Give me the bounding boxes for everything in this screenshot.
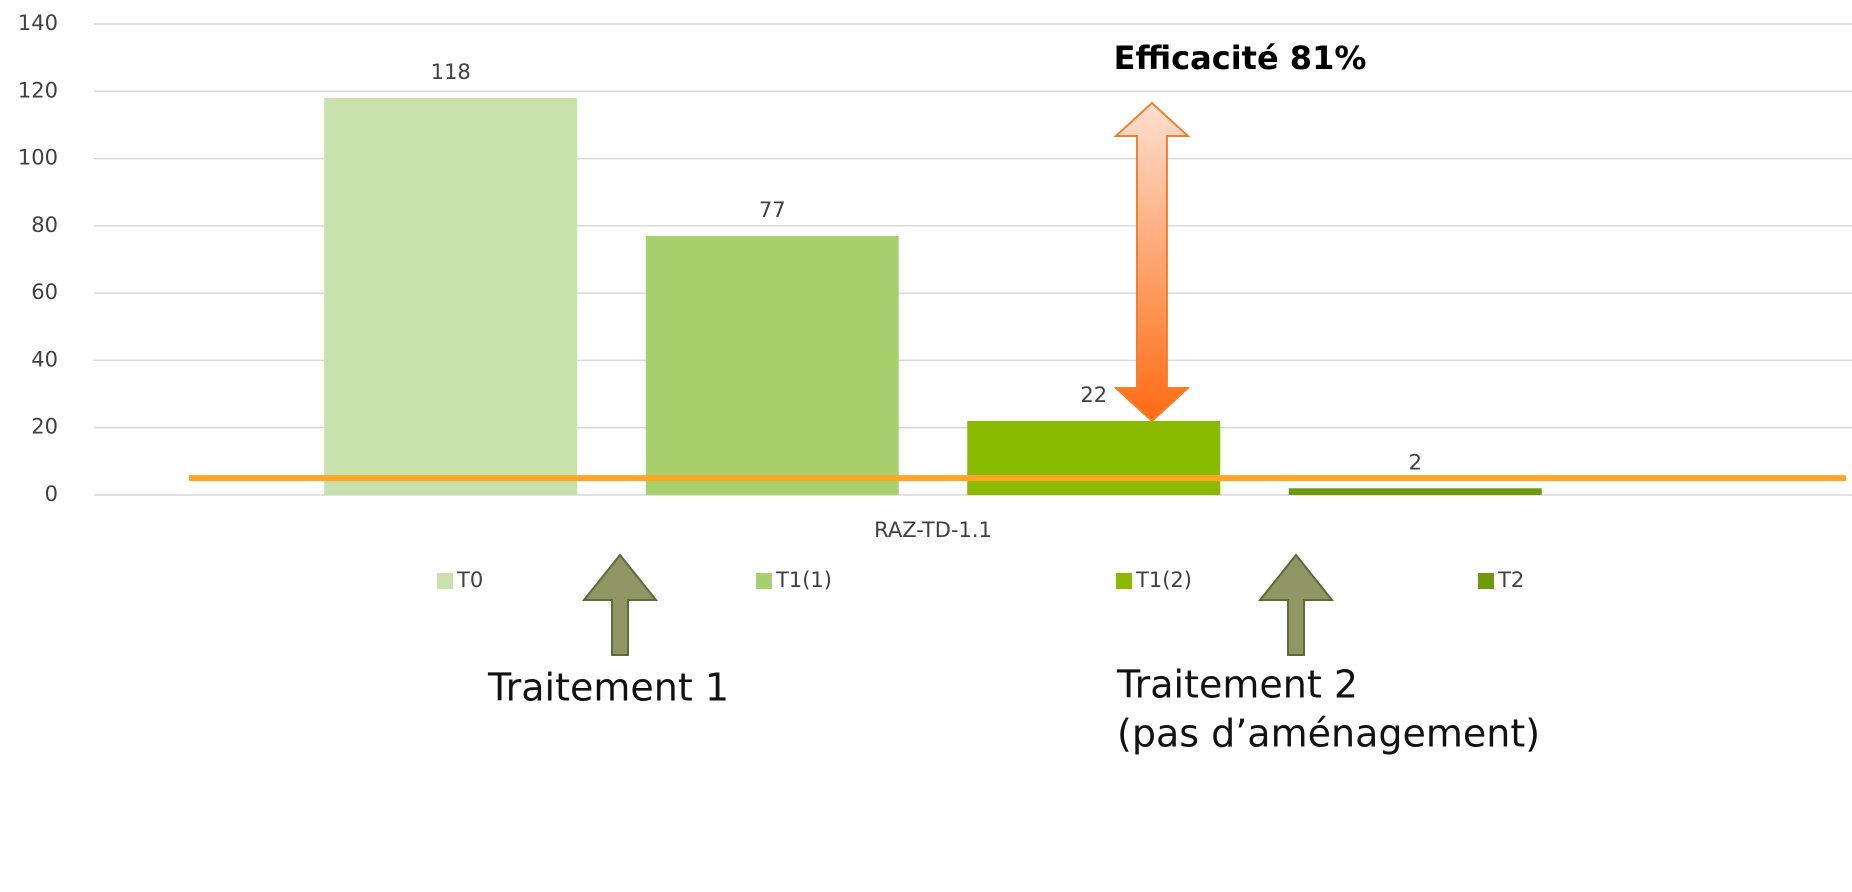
legend-swatch: [1116, 573, 1132, 589]
legend-label: T2: [1497, 568, 1524, 592]
annotation: Traitement 1: [487, 666, 729, 710]
legend-swatch: [756, 573, 772, 589]
legend-label: T1(1): [775, 568, 832, 592]
y-tick-label: 140: [18, 11, 58, 35]
annotation: (pas d’aménagement): [1117, 712, 1540, 756]
legend-swatch: [1478, 573, 1494, 589]
data-label: 118: [431, 60, 471, 84]
y-tick-label: 60: [31, 280, 58, 304]
x-tick-label: RAZ-TD-1.1: [874, 518, 992, 542]
double-arrow: [1113, 101, 1191, 423]
legend-label: T1(2): [1135, 568, 1192, 592]
y-tick-label: 120: [18, 78, 58, 102]
bar: [1288, 488, 1542, 495]
y-tick-label: 0: [45, 482, 58, 506]
y-tick-label: 80: [31, 213, 58, 237]
y-tick-label: 20: [31, 415, 58, 439]
y-tick-label: 40: [31, 347, 58, 371]
bar: [967, 420, 1221, 495]
bar: [645, 235, 899, 495]
marks: [324, 98, 1542, 495]
arrow: [581, 553, 659, 656]
annotation: Efficacité 81%: [1114, 39, 1367, 77]
arrow: [1257, 553, 1335, 656]
bar: [324, 98, 578, 495]
annotation: Traitement 2: [1116, 663, 1358, 707]
y-tick-label: 100: [18, 146, 58, 170]
data-label: 2: [1409, 450, 1422, 474]
data-label: 77: [759, 198, 786, 222]
legend-swatch: [437, 573, 453, 589]
data-label: 22: [1080, 383, 1107, 407]
legend-label: T0: [456, 568, 483, 592]
